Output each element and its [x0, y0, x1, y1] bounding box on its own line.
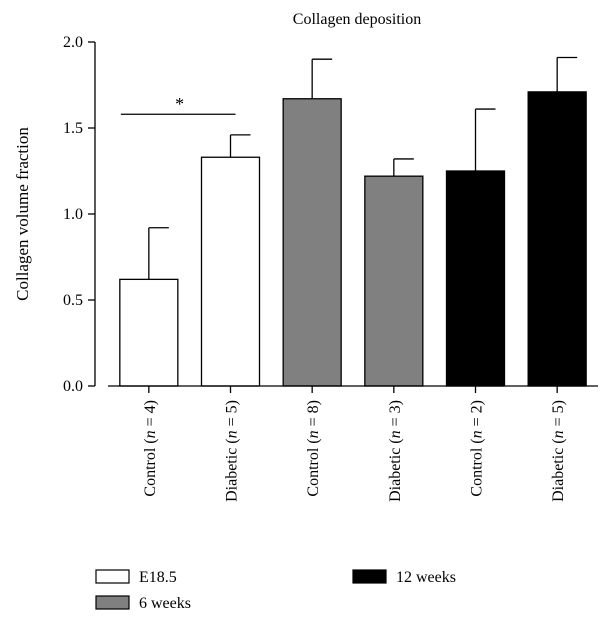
legend-label: 6 weeks [139, 595, 191, 612]
x-tick-label-suffix: = 8) [305, 400, 322, 430]
legend-swatch [352, 569, 387, 584]
significance-label: * [175, 94, 184, 114]
x-tick-label-n: n [305, 430, 322, 438]
x-tick-label-n: n [550, 430, 567, 438]
x-tick-label-prefix: Control ( [469, 438, 486, 496]
x-tick-label-prefix: Diabetic ( [387, 438, 404, 502]
chart-title: Collagen deposition [293, 11, 421, 28]
y-tick-label: 0.5 [63, 292, 83, 309]
bar [364, 175, 424, 387]
legend-swatch [95, 595, 130, 610]
x-tick-label-prefix: Control ( [305, 438, 322, 496]
y-axis: 0.0 0.5 1.0 1.5 2.0 [63, 34, 96, 395]
x-tick-label-prefix: Control ( [142, 438, 159, 496]
x-tick-label-prefix: Diabetic ( [224, 438, 241, 502]
x-tick-label: Control (n = 8) [305, 400, 322, 497]
x-tick-label-n: n [469, 430, 486, 438]
x-tick-label-suffix: = 5) [224, 400, 241, 430]
y-axis-label: Collagen volume fraction [13, 127, 32, 301]
x-axis: Control (n = 4)Diabetic (n = 5)Control (… [108, 385, 598, 502]
legend-swatch [95, 569, 130, 584]
x-tick-label-suffix: = 5) [550, 400, 567, 430]
x-tick-label-suffix: = 3) [387, 400, 404, 430]
x-tick-label: Diabetic (n = 5) [224, 400, 241, 502]
x-tick-label-suffix: = 2) [469, 400, 486, 430]
x-tick-label: Control (n = 2) [469, 400, 486, 497]
x-tick-label-suffix: = 4) [142, 400, 159, 430]
bar [445, 170, 506, 387]
legend-label: 12 weeks [396, 569, 456, 586]
bar [282, 98, 342, 387]
y-tick-label: 1.5 [63, 120, 83, 137]
legend-label: E18.5 [139, 569, 177, 586]
y-tick-label: 0.0 [63, 378, 83, 395]
x-tick-label: Diabetic (n = 3) [387, 400, 404, 502]
bar [200, 156, 261, 387]
significance-marker: * [120, 94, 236, 115]
legend: E18.5 6 weeks 12 weeks [95, 569, 456, 612]
x-tick-label-n: n [224, 430, 241, 438]
bar [527, 91, 587, 387]
y-tick-label: 1.0 [63, 206, 83, 223]
bars [119, 56, 587, 387]
x-tick-label: Diabetic (n = 5) [550, 400, 567, 502]
x-tick-label-n: n [387, 430, 404, 438]
x-tick-label-n: n [142, 430, 159, 438]
x-tick-label-prefix: Diabetic ( [550, 438, 567, 502]
bar [119, 278, 179, 387]
y-tick-label: 2.0 [63, 34, 83, 51]
x-tick-label: Control (n = 4) [142, 400, 159, 497]
